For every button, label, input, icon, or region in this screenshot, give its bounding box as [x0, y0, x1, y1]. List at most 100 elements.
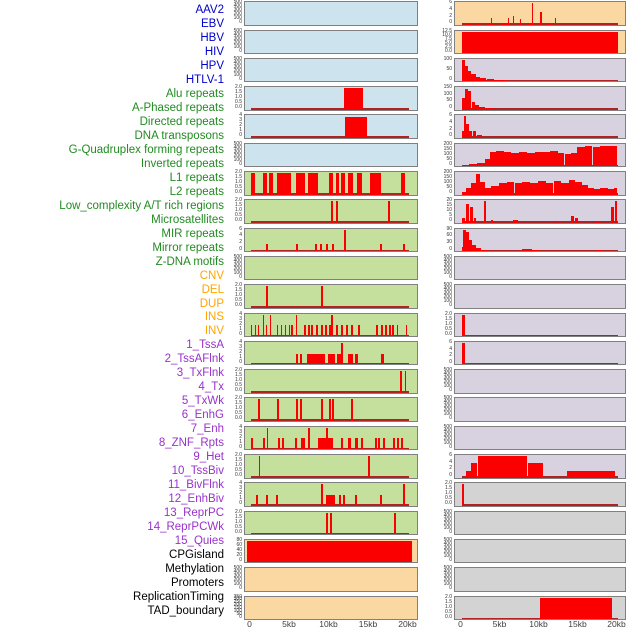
signal-bar [608, 189, 615, 195]
signal-bar [336, 353, 343, 365]
signal-bar [461, 59, 465, 82]
signal-bar [503, 151, 512, 167]
track-panel-hbv [244, 29, 418, 55]
signal-bar [336, 325, 338, 337]
signal-bar [461, 192, 467, 195]
signal-bar [401, 173, 406, 195]
track-panel-cnv [454, 255, 626, 281]
track-label-15-quies: 15_Quies [174, 535, 224, 548]
signal-bar [268, 173, 273, 195]
signal-bar [461, 217, 465, 223]
signal-bar [569, 180, 576, 195]
y-tick-label: 2.0 [235, 282, 242, 289]
y-tick-label: 500 [443, 423, 452, 430]
y-tick-label: 0 [239, 19, 242, 26]
y-tick-label: 0.0 [235, 217, 242, 224]
signal-bar [480, 78, 487, 82]
signal-bar [461, 31, 618, 54]
y-tick-label: 0.5 [235, 184, 242, 190]
plot-area [251, 2, 409, 25]
track-panel-ins [244, 312, 418, 338]
signal-bar [346, 325, 348, 337]
signal-bar [470, 206, 474, 223]
plot-area [250, 370, 409, 393]
y-tick-label: 0.5 [235, 297, 242, 304]
plot-area [250, 512, 409, 535]
y-tick-label: 400 [233, 257, 242, 264]
signal-bar [295, 173, 305, 195]
signal-bar [475, 76, 481, 82]
plot-area [250, 172, 409, 195]
track-panel-l1-repeats [244, 171, 418, 196]
signal-bar [469, 164, 478, 167]
signal-bar [250, 173, 255, 195]
y-tick-label: 1 [239, 127, 242, 134]
y-tick-label: 0.0 [235, 302, 242, 309]
y-tick-label: 100 [233, 71, 242, 78]
signal-bar [329, 173, 333, 195]
y-tick-label: 200 [443, 435, 452, 442]
y-tick-label: 40 [236, 546, 242, 553]
signal-bar [527, 463, 543, 478]
signal-bar [355, 353, 359, 365]
y-tick-label: 7.5 [445, 35, 452, 42]
signal-baseline [250, 108, 409, 110]
plot-area [250, 115, 409, 138]
signal-bar [463, 116, 466, 138]
signal-bar [295, 244, 298, 252]
signal-bar [472, 244, 477, 252]
signal-bar [494, 80, 507, 82]
signal-bar [473, 131, 477, 138]
signal-bar [307, 173, 318, 195]
signal-bar [355, 495, 358, 506]
y-tick-label: 150 [443, 174, 452, 180]
y-tick-label: 0.5 [235, 523, 242, 530]
track-label-l2-repeats: L2 repeats [169, 185, 224, 198]
y-tick-label: 150 [443, 145, 452, 152]
y-tick-label: 6 [449, 0, 452, 6]
signal-bar [327, 353, 335, 365]
signal-bar [265, 244, 268, 252]
signal-bar [466, 123, 469, 138]
track-label-13-reprpc: 13_ReprPC [163, 507, 224, 520]
track-panel-promoters [454, 567, 626, 592]
y-tick-label: 200 [233, 577, 242, 584]
y-tick-label: 2.0 [235, 169, 242, 175]
plot-area [251, 257, 409, 280]
y-tick-label: 0 [239, 273, 242, 280]
y-tick-label: 0 [239, 500, 242, 507]
y-tick-label: 0.5 [445, 495, 452, 502]
signal-bar [276, 399, 279, 421]
signal-bar [329, 399, 332, 421]
signal-bar [330, 512, 332, 535]
signal-bar [339, 495, 342, 506]
track-panel-5-txwk [244, 397, 418, 422]
y-tick-label: 2 [239, 320, 242, 327]
x-tick-label-10kb: 10kb [319, 619, 338, 629]
signal-bar [506, 181, 515, 195]
y-tick-label: 0.0 [445, 330, 452, 337]
track-label-mir-repeats: MIR repeats [161, 227, 224, 240]
y-tick-label: 1.5 [235, 457, 242, 463]
y-tick-label: 200 [443, 265, 452, 272]
track-label-htlv-1: HTLV-1 [185, 73, 224, 86]
y-tick-label: 20 [446, 197, 452, 204]
plot-area [251, 597, 409, 620]
signal-bar [389, 325, 392, 337]
y-tick-label: 2.0 [235, 452, 242, 458]
signal-bar [471, 463, 478, 478]
signal-bar [474, 104, 480, 110]
y-tick-label: 1.0 [235, 207, 242, 214]
y-tick-label: 500 [233, 565, 242, 572]
signal-bar [575, 181, 582, 195]
signal-bar [561, 182, 570, 195]
signal-bar [554, 17, 556, 25]
signal-bar [481, 249, 488, 252]
y-tick-label: 400 [233, 3, 242, 10]
y-tick-label: 2.0 [235, 197, 242, 204]
track-label-microsatellites: Microsatellites [151, 213, 224, 226]
y-tick-label: 0.0 [235, 472, 242, 478]
track-label-10-tssbiv: 10_TssBiv [171, 465, 224, 478]
x-tick-label-5kb: 5kb [492, 619, 507, 629]
signal-bar [247, 541, 412, 563]
